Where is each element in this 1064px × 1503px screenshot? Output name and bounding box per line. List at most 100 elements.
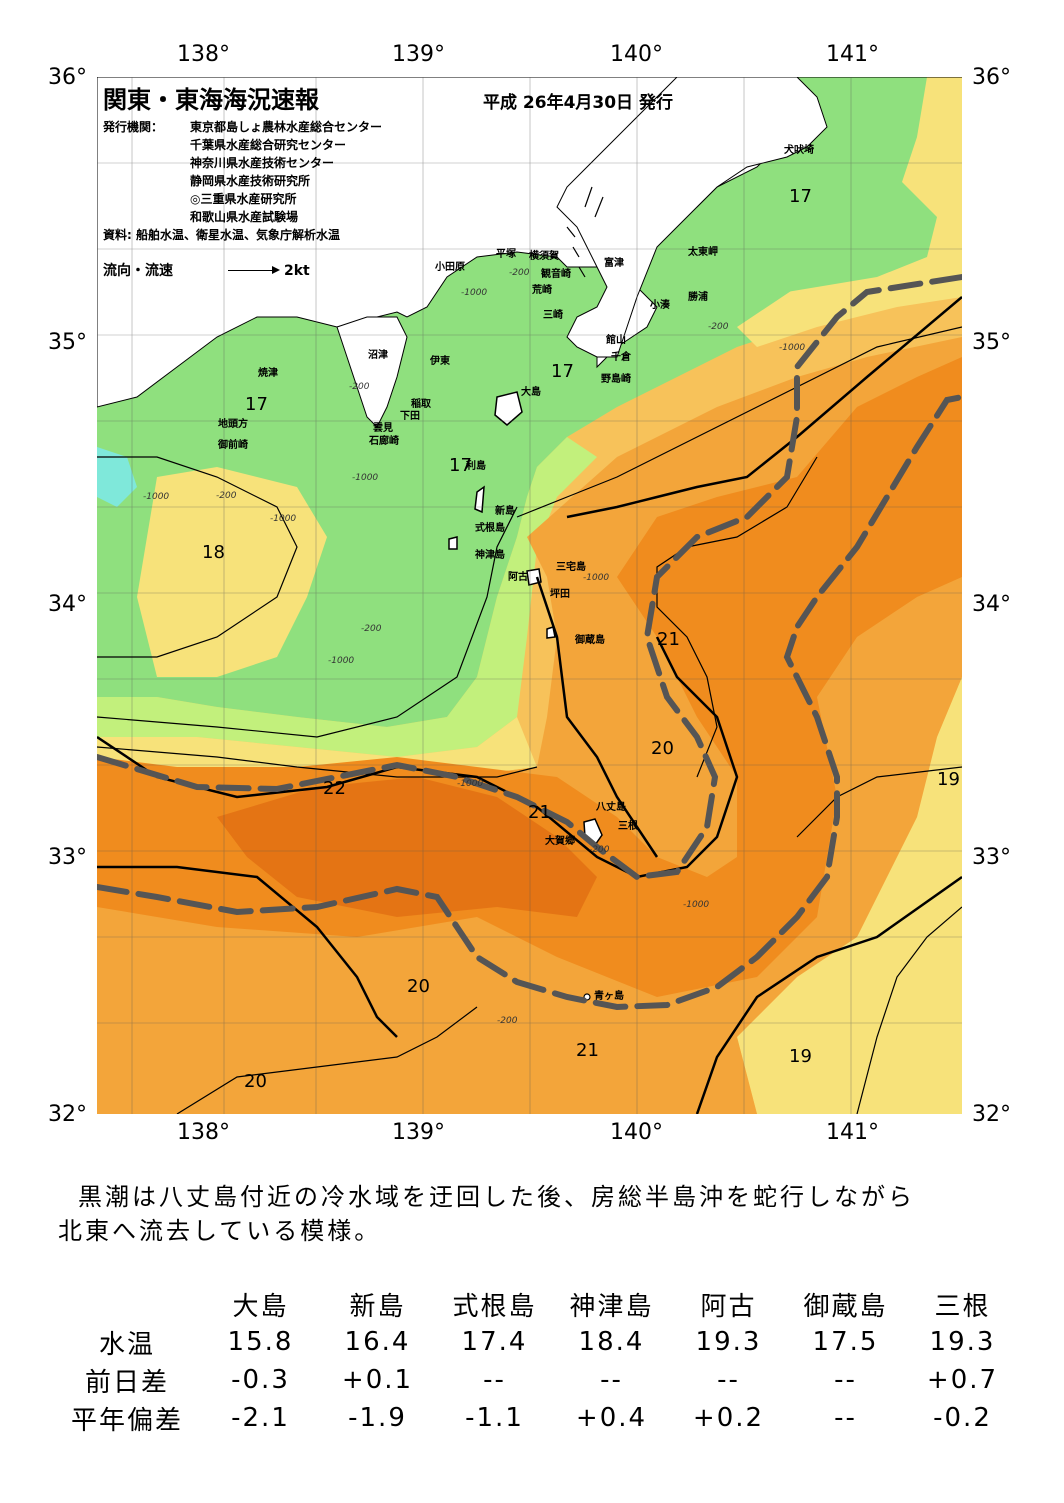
row-label: 平年偏差 [70,1405,183,1436]
agency-label: 発行機関： [103,120,164,134]
lon-label-bottom-141: 141° [826,1120,879,1145]
agency-5: ◎三重県水産研究所 [190,192,297,206]
table-cell: -0.2 [933,1403,992,1433]
summary-line-2: 北東へ流去している模様。 [58,1217,382,1245]
place-hiratsuka: 平塚 [496,249,516,260]
table-row: 水温 15.8 16.4 17.4 18.4 19.3 17.5 19.3 [52,1323,1021,1361]
legend-arrow [228,270,276,271]
depth-label: -1000 [461,288,488,298]
table-cell: -1.1 [465,1403,524,1433]
place-yaizu: 焼津 [258,368,278,379]
lon-label-bottom-139: 139° [392,1120,445,1145]
cyan-cold-spot-west [97,447,137,507]
isotherm-label: 21 [657,629,680,650]
table-cell: -2.1 [231,1403,290,1433]
depth-label: -200 [497,1016,518,1026]
place-kumomi: 雲見 [373,423,393,434]
agency-2: 千葉県水産総合研究センター [190,138,347,152]
agency-list: 東京都島しょ農林水産総合センター 千葉県水産総合研究センター 神奈川県水産技術セ… [190,118,382,226]
place-kannonzaki: 観音崎 [541,269,571,280]
place-shikinejima: 式根島 [475,523,505,534]
kuroshio-axis [97,274,962,1011]
place-miyakejima: 三宅島 [556,562,586,573]
place-nojimazaki: 野島崎 [601,374,631,385]
isotherm-label: 22 [323,778,346,799]
place-arasaki: 荒崎 [532,285,552,296]
yellow-zone-southeast [737,677,962,1114]
place-inubozaki: 犬吠埼 [784,145,814,156]
table-corner [52,1285,202,1323]
lon-label-top-139: 139° [392,42,445,67]
isotherm-label: 19 [789,1046,812,1067]
isotherm-label: 20 [244,1071,267,1092]
kuroshio-deep [217,777,597,917]
isotherm-label: 17 [789,186,812,207]
lat-label-left-35: 35° [48,330,87,355]
yellow-zone-east [737,77,962,347]
place-hachijojima: 八丈島 [596,802,626,813]
table-cell: 18.4 [578,1327,645,1357]
table-cell: -- [483,1365,506,1395]
table-cell: -1.9 [348,1403,407,1433]
column-header: 式根島 [452,1291,537,1322]
table-cell: -- [834,1403,857,1433]
isotherm-label: 21 [528,802,551,823]
depth-label: -200 [361,624,382,634]
land-kozushima [448,536,458,550]
lat-label-right-32: 32° [972,1102,1011,1127]
table-cell: 16.4 [344,1327,411,1357]
issue-date: 平成 26年4月30日 発行 [483,93,673,113]
lat-label-left-32: 32° [48,1102,87,1127]
place-misaki: 三崎 [543,310,563,321]
depth-label: -200 [216,491,237,501]
water-temperature-table: 大島 新島 式根島 神津島 阿古 御蔵島 三根 水温 15.8 16.4 17.… [52,1285,1021,1437]
place-jitogata: 地頭方 [218,419,248,430]
map-graphic [97,77,962,1114]
legend-arrowhead-icon [272,266,280,274]
lat-label-right-35: 35° [972,330,1011,355]
land-oshima [494,391,523,426]
lat-label-right-33: 33° [972,845,1011,870]
place-toshima: 利島 [466,461,486,472]
table-cell: 15.8 [227,1327,294,1357]
lat-label-left-36: 36° [48,65,87,90]
kuroshio-bold-lines [97,296,962,1114]
place-taito: 太東岬 [688,247,718,258]
current-arrows [566,186,604,278]
isotherm-label: 17 [245,394,268,415]
depth-label: -1000 [143,492,170,502]
agency-6: 和歌山県水産試験場 [190,210,299,224]
table-cell: +0.1 [341,1365,414,1395]
place-aogashima: 青ヶ島 [594,991,624,1002]
isotherm-label: 21 [576,1040,599,1061]
row-label: 水温 [98,1329,155,1360]
place-futtsu: 富津 [604,258,624,269]
isotherm-label: 20 [407,976,430,997]
column-header: 神津島 [569,1291,654,1322]
depth-label: -1000 [328,656,355,666]
lat-label-left-34: 34° [48,592,87,617]
row-label: 前日差 [84,1367,169,1398]
lon-label-top-138: 138° [177,42,230,67]
place-kozushima: 神津島 [475,550,505,561]
land-boso [556,77,828,358]
depth-label: -1000 [352,473,379,483]
green-cold-east [717,157,937,297]
agency-4: 静岡県水産技術研究所 [190,174,311,188]
place-kominato: 小湊 [650,300,670,311]
lon-label-bottom-138: 138° [177,1120,230,1145]
lat-label-right-36: 36° [972,65,1011,90]
depth-label: -1000 [270,514,297,524]
place-ako: 阿古 [508,572,528,583]
place-tsubota: 坪田 [550,589,570,600]
isotherm-label: 19 [937,769,960,790]
place-ito: 伊東 [430,356,450,367]
agency-1: 東京都島しょ農林水産総合センター [190,120,383,134]
table-cell: 17.4 [461,1327,528,1357]
place-okago: 大賀郷 [545,836,575,847]
table-cell: 19.3 [929,1327,996,1357]
legend-scale: 2kt [284,263,310,279]
summary-text: 黒潮は八丈島付近の冷水域を迂回した後、房総半島沖を蛇行しながら 北東へ流去してい… [58,1180,1030,1248]
graticule [97,77,962,1114]
light-green-zone [97,437,597,757]
